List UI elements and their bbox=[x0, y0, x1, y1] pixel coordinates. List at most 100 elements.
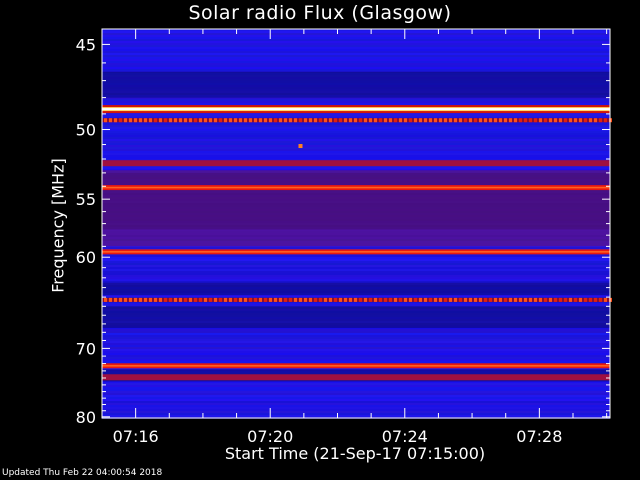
emission-pulse bbox=[349, 118, 352, 123]
emission-pulse bbox=[589, 118, 592, 123]
emission-pulse bbox=[234, 118, 237, 123]
emission-pulse bbox=[519, 297, 522, 302]
emission-pulse bbox=[434, 118, 437, 123]
emission-pulse bbox=[124, 118, 127, 123]
emission-pulse bbox=[569, 297, 572, 302]
spectrum-channel bbox=[102, 401, 610, 403]
emission-pulse bbox=[549, 297, 552, 302]
emission-pulse bbox=[159, 297, 162, 302]
spectrum-channel bbox=[102, 281, 610, 283]
emission-band bbox=[102, 374, 610, 381]
spectrum-channel bbox=[102, 337, 610, 339]
spectrum-channel bbox=[102, 277, 610, 279]
spectrum-channel bbox=[102, 125, 610, 127]
spectrum-channel bbox=[102, 135, 610, 137]
emission-pulse bbox=[364, 297, 367, 302]
spectrum-channel bbox=[102, 341, 610, 343]
emission-pulse bbox=[339, 297, 342, 302]
spectrum-channel bbox=[102, 167, 610, 169]
emission-pulse bbox=[509, 297, 512, 302]
spectrum-channel bbox=[102, 97, 610, 99]
emission-pulse bbox=[554, 297, 557, 302]
emission-pulse bbox=[454, 297, 457, 302]
emission-pulse bbox=[279, 297, 282, 302]
spectrum-channel bbox=[102, 355, 610, 357]
emission-band-core bbox=[102, 365, 610, 367]
emission-pulse bbox=[574, 118, 577, 123]
spectrum-channel bbox=[102, 349, 610, 351]
spectrum-channel bbox=[102, 381, 610, 383]
spectrum-channel bbox=[102, 267, 610, 269]
emission-pulse bbox=[254, 118, 257, 123]
spectrum-channel bbox=[102, 295, 610, 297]
emission-spike bbox=[298, 144, 303, 149]
emission-band-peak bbox=[102, 108, 610, 111]
emission-pulse bbox=[224, 118, 227, 123]
spectrum-channel bbox=[102, 117, 610, 119]
emission-pulse bbox=[104, 297, 107, 302]
emission-pulse bbox=[529, 118, 532, 123]
emission-pulse bbox=[364, 118, 367, 123]
spectrum-channel bbox=[102, 39, 610, 41]
emission-pulse bbox=[249, 118, 252, 123]
spectrum-channel bbox=[102, 59, 610, 61]
emission-pulse bbox=[164, 297, 167, 302]
emission-pulse bbox=[119, 297, 122, 302]
spectrum-channel bbox=[102, 271, 610, 273]
emission-pulse bbox=[204, 297, 207, 302]
emission-pulse bbox=[329, 118, 332, 123]
interference-region bbox=[102, 170, 610, 247]
emission-pulse bbox=[384, 118, 387, 123]
spectrum-channel bbox=[102, 37, 610, 39]
emission-pulse bbox=[414, 118, 417, 123]
emission-pulse bbox=[334, 118, 337, 123]
emission-pulse bbox=[514, 118, 517, 123]
emission-pulse bbox=[469, 297, 472, 302]
emission-pulse bbox=[139, 297, 142, 302]
emission-pulse bbox=[149, 118, 152, 123]
emission-pulse bbox=[379, 297, 382, 302]
emission-pulse bbox=[219, 297, 222, 302]
emission-pulse bbox=[374, 118, 377, 123]
spectrum-channel bbox=[102, 139, 610, 141]
spectrum-channel bbox=[102, 389, 610, 391]
spectrum-channel bbox=[102, 333, 610, 335]
emission-pulse bbox=[429, 297, 432, 302]
emission-pulse bbox=[534, 118, 537, 123]
emission-pulse bbox=[314, 297, 317, 302]
emission-pulse bbox=[244, 297, 247, 302]
y-axis-label: Frequency [MHz] bbox=[48, 158, 68, 293]
emission-pulse bbox=[464, 297, 467, 302]
emission-pulse bbox=[124, 297, 127, 302]
emission-pulse bbox=[559, 118, 562, 123]
emission-pulse bbox=[334, 297, 337, 302]
emission-pulse bbox=[574, 297, 577, 302]
y-tick-label: 80 bbox=[76, 408, 96, 427]
emission-pulse bbox=[584, 118, 587, 123]
emission-pulse bbox=[354, 297, 357, 302]
emission-pulse bbox=[149, 297, 152, 302]
spectrum-channel bbox=[102, 397, 610, 399]
emission-pulse bbox=[519, 118, 522, 123]
emission-pulse bbox=[359, 297, 362, 302]
spectrum-channel bbox=[102, 305, 610, 307]
emission-pulse bbox=[414, 297, 417, 302]
emission-pulse bbox=[134, 297, 137, 302]
emission-pulse bbox=[214, 118, 217, 123]
emission-pulse bbox=[309, 118, 312, 123]
emission-pulse bbox=[289, 297, 292, 302]
emission-pulse bbox=[344, 297, 347, 302]
spectrum-channel bbox=[102, 69, 610, 71]
emission-pulse bbox=[249, 297, 252, 302]
emission-pulse bbox=[409, 297, 412, 302]
emission-pulse bbox=[409, 118, 412, 123]
emission-pulse bbox=[459, 118, 462, 123]
emission-pulse bbox=[199, 118, 202, 123]
emission-pulse bbox=[559, 297, 562, 302]
emission-pulse bbox=[199, 297, 202, 302]
emission-pulse bbox=[394, 297, 397, 302]
emission-pulse bbox=[349, 297, 352, 302]
spectrum-channel bbox=[102, 257, 610, 259]
spectrum-channel bbox=[102, 269, 610, 271]
